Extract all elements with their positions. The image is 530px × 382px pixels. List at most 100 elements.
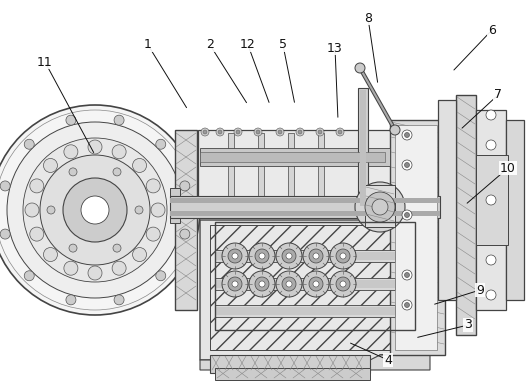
Circle shape	[232, 281, 238, 287]
Circle shape	[216, 128, 224, 136]
Bar	[215, 252, 395, 260]
Bar	[170, 211, 440, 216]
Circle shape	[112, 145, 126, 159]
Circle shape	[218, 130, 222, 134]
Polygon shape	[85, 190, 125, 230]
Bar	[170, 196, 440, 218]
Circle shape	[402, 270, 412, 280]
Circle shape	[276, 128, 284, 136]
Polygon shape	[200, 220, 430, 360]
Circle shape	[336, 249, 350, 263]
Circle shape	[132, 248, 147, 262]
Bar	[198, 130, 398, 200]
Circle shape	[282, 249, 296, 263]
Circle shape	[112, 261, 126, 275]
Circle shape	[64, 261, 78, 275]
Circle shape	[255, 249, 269, 263]
Text: 7: 7	[494, 89, 502, 102]
Circle shape	[228, 249, 242, 263]
Circle shape	[0, 105, 200, 315]
Text: 1: 1	[144, 39, 152, 52]
Circle shape	[259, 281, 265, 287]
Circle shape	[282, 277, 296, 291]
Circle shape	[259, 253, 265, 259]
Bar	[200, 152, 385, 162]
Circle shape	[404, 162, 410, 167]
Circle shape	[24, 139, 34, 149]
Circle shape	[228, 277, 242, 291]
Bar	[360, 90, 366, 206]
Bar	[215, 368, 370, 380]
Circle shape	[43, 248, 57, 262]
Circle shape	[30, 227, 44, 241]
Bar	[215, 250, 395, 262]
Circle shape	[63, 178, 127, 242]
Circle shape	[309, 277, 323, 291]
Bar	[228, 133, 234, 197]
Circle shape	[25, 203, 39, 217]
Circle shape	[156, 139, 166, 149]
Circle shape	[254, 128, 262, 136]
Circle shape	[64, 145, 78, 159]
Bar	[215, 307, 395, 315]
Circle shape	[316, 128, 324, 136]
Circle shape	[355, 182, 405, 232]
Circle shape	[303, 243, 329, 269]
Circle shape	[296, 128, 304, 136]
Bar	[506, 120, 524, 300]
Circle shape	[486, 140, 496, 150]
Text: 13: 13	[327, 42, 343, 55]
Circle shape	[222, 243, 248, 269]
Circle shape	[249, 271, 275, 297]
Text: 5: 5	[279, 39, 287, 52]
Bar	[476, 155, 508, 245]
Bar	[215, 305, 395, 317]
Circle shape	[69, 168, 77, 176]
Bar	[318, 133, 324, 197]
Circle shape	[7, 122, 183, 298]
Circle shape	[24, 271, 34, 281]
Bar	[200, 148, 390, 166]
Circle shape	[286, 253, 292, 259]
Circle shape	[146, 227, 160, 241]
Circle shape	[486, 290, 496, 300]
Circle shape	[372, 199, 388, 215]
Circle shape	[286, 281, 292, 287]
Circle shape	[114, 295, 124, 305]
Circle shape	[249, 243, 275, 269]
Circle shape	[151, 203, 165, 217]
Circle shape	[236, 130, 240, 134]
Circle shape	[278, 130, 282, 134]
Circle shape	[23, 138, 167, 282]
Circle shape	[486, 255, 496, 265]
Circle shape	[318, 130, 322, 134]
Bar	[210, 225, 410, 350]
Bar	[288, 133, 294, 197]
Circle shape	[203, 130, 207, 134]
Circle shape	[135, 206, 143, 214]
Bar	[438, 100, 456, 300]
Circle shape	[486, 110, 496, 120]
Circle shape	[402, 130, 412, 140]
Circle shape	[66, 115, 76, 125]
Circle shape	[402, 210, 412, 220]
Circle shape	[40, 155, 150, 265]
Circle shape	[88, 140, 102, 154]
Bar	[390, 120, 445, 355]
Circle shape	[132, 159, 147, 172]
Circle shape	[234, 128, 242, 136]
Circle shape	[365, 192, 395, 222]
Text: 12: 12	[240, 39, 256, 52]
Circle shape	[201, 128, 209, 136]
Bar	[175, 130, 197, 310]
Circle shape	[404, 272, 410, 277]
Circle shape	[232, 253, 238, 259]
Circle shape	[113, 168, 121, 176]
Circle shape	[43, 159, 57, 172]
Circle shape	[180, 181, 190, 191]
Bar	[170, 188, 180, 223]
Circle shape	[404, 133, 410, 138]
Text: 11: 11	[37, 55, 53, 68]
Circle shape	[180, 229, 190, 239]
Circle shape	[276, 271, 302, 297]
